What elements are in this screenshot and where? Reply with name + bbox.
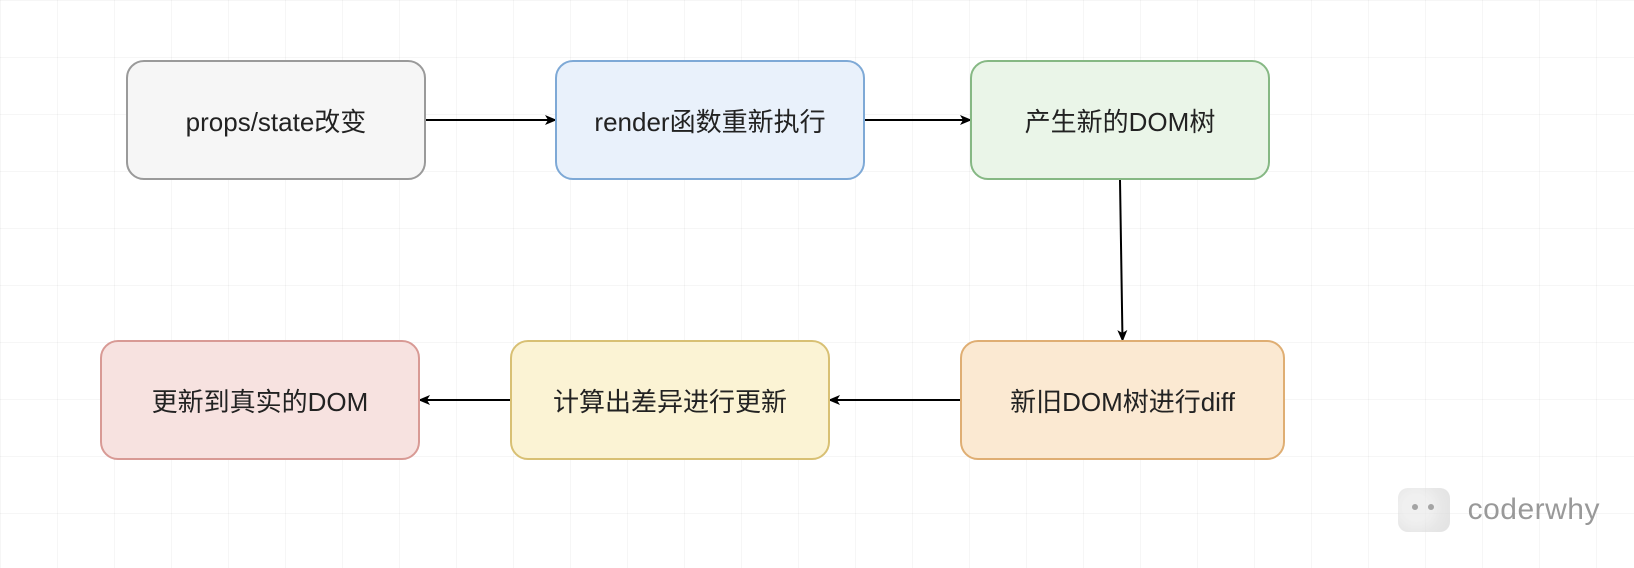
watermark: coderwhy [1398,488,1600,532]
flow-node-label: 更新到真实的DOM [152,382,369,419]
flow-node-n2: render函数重新执行 [555,60,865,180]
wechat-icon [1398,488,1450,532]
flow-node-n4: 新旧DOM树进行diff [960,340,1285,460]
flow-node-n5: 计算出差异进行更新 [510,340,830,460]
flowchart-canvas: props/state改变 render函数重新执行 产生新的DOM树新旧DOM树进… [0,0,1634,568]
flow-node-label: render函数重新执行 [594,102,825,139]
flow-node-label: 产生新的DOM树 [1025,102,1216,139]
watermark-text: coderwhy [1468,493,1600,527]
flow-node-n6: 更新到真实的DOM [100,340,420,460]
flow-node-n1: props/state改变 [126,60,426,180]
flow-node-n3: 产生新的DOM树 [970,60,1270,180]
flow-node-label: 计算出差异进行更新 [553,382,787,419]
flow-node-label: props/state改变 [186,102,367,139]
flow-node-label: 新旧DOM树进行diff [1010,382,1235,419]
